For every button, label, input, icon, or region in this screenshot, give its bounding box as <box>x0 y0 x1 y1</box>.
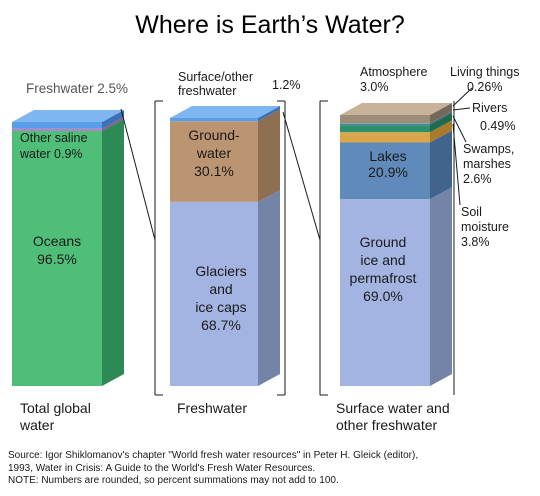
surface-segment-3-side <box>430 113 452 133</box>
caption-surface: Surface water and other freshwater <box>336 400 450 433</box>
surface-segment-2 <box>340 132 430 143</box>
label-surface-other: Surface/other freshwater <box>178 70 253 98</box>
label-other-saline: Other saline water 0.9% <box>19 131 87 161</box>
labels-layer: Oceans 96.5% Other saline water 0.9% Freshwa… <box>19 65 520 433</box>
label-atmosphere: Atmosphere <box>360 65 427 79</box>
zoom-line-fresh <box>282 111 321 241</box>
freshwater-segment-1-side <box>258 109 280 202</box>
leader-swamps <box>452 115 467 143</box>
surface-segment-1-side <box>430 130 452 200</box>
label-rivers-pct: 0.49% <box>480 119 515 133</box>
label-atmosphere-pct: 3.0% <box>360 80 389 94</box>
total-segment-0 <box>12 130 102 386</box>
label-surface-other-pct: 1.2% <box>272 78 301 92</box>
decor-layer <box>120 87 473 396</box>
surface-top-face <box>340 103 452 115</box>
source-note: Source: Igor Shiklomanov's chapter "Worl… <box>8 450 536 488</box>
surface-segment-4 <box>340 123 430 126</box>
label-lakes: Lakes 20.9% <box>368 148 408 180</box>
label-swamps: Swamps, marshes 2.6% <box>463 142 514 186</box>
bars-layer <box>12 103 452 386</box>
total-segment-1 <box>12 128 102 131</box>
surface-segment-4-side <box>430 111 452 126</box>
label-glaciers: Glaciers and ice caps 68.7% <box>195 263 246 333</box>
caption-freshwater: Freshwater <box>177 400 247 416</box>
freshwater-segment-0-side <box>258 189 280 386</box>
surface-segment-6-side <box>430 103 452 124</box>
source-line-3: NOTE: Numbers are rounded, so percent su… <box>8 475 339 486</box>
zoom-line-total <box>120 108 156 241</box>
label-groundwater: Ground-water 30.1% <box>188 127 240 179</box>
label-ground-ice: Ground ice and permafrost 69.0% <box>350 234 417 304</box>
total-top-face <box>12 110 124 122</box>
leader-soil <box>452 123 461 206</box>
surface-segment-5 <box>340 123 430 124</box>
surface-segment-0-side <box>430 187 452 386</box>
label-rivers: Rivers <box>472 101 507 115</box>
surface-segment-1 <box>340 142 430 200</box>
total-segment-2-side <box>102 110 124 129</box>
chart-title: Where is Earth’s Water? <box>135 11 405 39</box>
surface-segment-6 <box>340 115 430 124</box>
surface-segment-5-side <box>430 111 452 124</box>
label-living-things-pct: 0.26% <box>467 80 502 94</box>
label-living-things: Living things <box>450 65 520 79</box>
source-line-1: Source: Igor Shiklomanov's chapter "Worl… <box>8 450 419 461</box>
caption-total: Total global water <box>19 400 91 433</box>
freshwater-top-face <box>170 106 280 118</box>
leader-living <box>452 87 473 107</box>
source-line-2: 1993, Water in Crisis: A Guide to the Wo… <box>8 462 316 474</box>
freshwater-segment-0 <box>170 201 258 386</box>
total-segment-0-side <box>102 118 124 386</box>
label-soil-moisture: Soil moisture 3.8% <box>461 205 509 249</box>
label-oceans: Oceans 96.5% <box>33 233 81 267</box>
freshwater-segment-2-side <box>258 106 280 122</box>
label-freshwater: Freshwater 2.5% <box>26 81 128 96</box>
total-segment-1-side <box>102 116 124 131</box>
leader-rivers <box>452 107 471 111</box>
freshwater-segment-1 <box>170 121 258 202</box>
freshwater-segment-2 <box>170 118 258 122</box>
surface-segment-0 <box>340 199 430 386</box>
surface-segment-3 <box>340 125 430 133</box>
surface-segment-2-side <box>430 120 452 143</box>
total-segment-2 <box>12 122 102 129</box>
